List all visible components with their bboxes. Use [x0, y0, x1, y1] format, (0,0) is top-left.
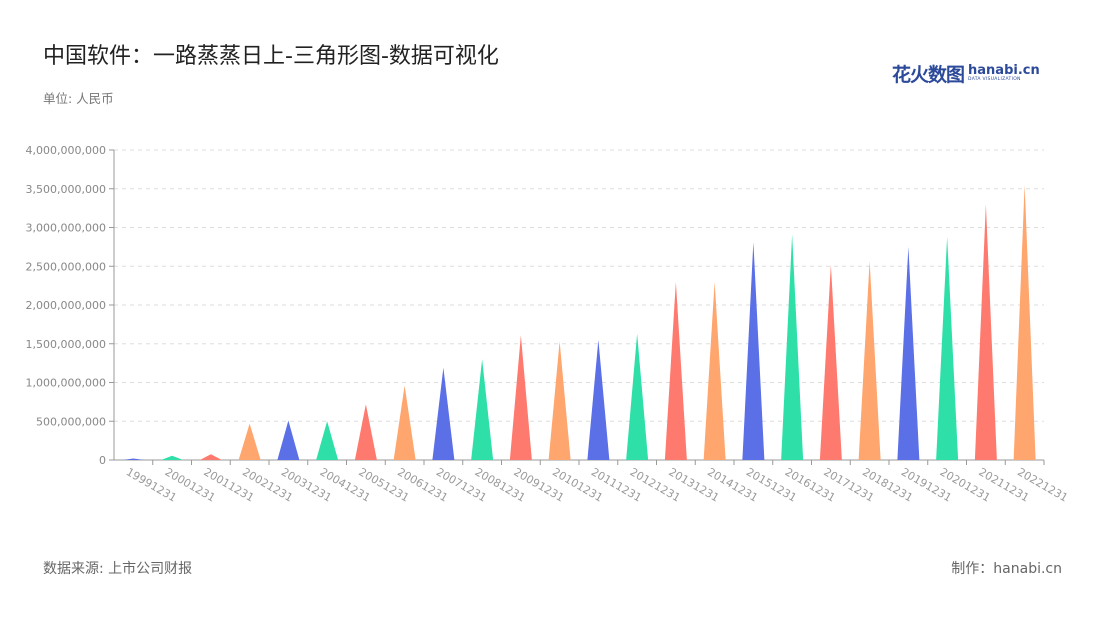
triangle-mark — [122, 458, 145, 460]
triangle-mark — [316, 421, 339, 460]
triangle-mark — [432, 367, 455, 460]
triangle-mark — [664, 281, 687, 460]
y-tick-label: 3,500,000,000 — [26, 183, 106, 196]
triangle-mark — [1013, 184, 1036, 460]
x-axis-labels: 1999123120001231200112312002123120031231… — [124, 465, 1070, 504]
triangle-mark — [161, 455, 184, 460]
triangle-mark — [626, 333, 649, 460]
triangle-mark — [587, 339, 610, 460]
triangle-mark — [703, 281, 726, 460]
y-tick-label: 1,000,000,000 — [26, 377, 106, 390]
maker-credit: 制作：hanabi.cn — [951, 561, 1062, 577]
triangle-mark — [393, 385, 416, 460]
data-source: 数据来源: 上市公司财报 — [43, 561, 193, 577]
y-tick-label: 500,000,000 — [36, 415, 106, 428]
triangle-mark — [897, 246, 920, 460]
triangle-marks — [122, 184, 1036, 460]
triangle-mark — [781, 234, 804, 460]
logo-en-group: hanabi.cn DATA VISUALIZATION — [968, 64, 1040, 83]
chart-title: 中国软件：一路蒸蒸日上-三角形图-数据可视化 — [43, 44, 499, 69]
triangle-mark — [936, 236, 959, 460]
axes — [113, 150, 1045, 465]
y-tick-label: 2,000,000,000 — [26, 299, 106, 312]
grid-lines — [114, 149, 1044, 422]
y-tick-label: 4,000,000,000 — [26, 144, 106, 157]
y-tick-label: 2,500,000,000 — [26, 260, 106, 273]
brand-logo: 花火数图 hanabi.cn DATA VISUALIZATION — [892, 58, 1040, 88]
triangle-mark — [238, 423, 261, 460]
unit-label: 单位: 人民币 — [43, 91, 114, 106]
triangle-mark — [819, 264, 842, 460]
logo-sub-text: DATA VISUALIZATION — [968, 76, 1021, 82]
y-axis-ticks: 0 500,000,000 1,000,000,000 1,500,000,000 2,… — [26, 144, 114, 467]
triangle-mark — [199, 454, 222, 460]
triangle-mark — [354, 404, 377, 460]
triangle-mark — [277, 420, 300, 460]
triangle-mark — [974, 204, 997, 460]
triangle-mark — [548, 341, 571, 460]
triangle-mark — [509, 335, 532, 460]
y-tick-label: 0 — [99, 454, 106, 467]
y-tick-label: 3,000,000,000 — [26, 222, 106, 235]
triangle-mark — [471, 359, 494, 460]
triangle-mark — [742, 242, 765, 460]
y-tick-label: 1,500,000,000 — [26, 338, 106, 351]
logo-cn-text: 花火数图 — [892, 63, 965, 86]
logo-en-text: hanabi.cn — [968, 62, 1040, 78]
triangle-mark — [858, 260, 881, 460]
